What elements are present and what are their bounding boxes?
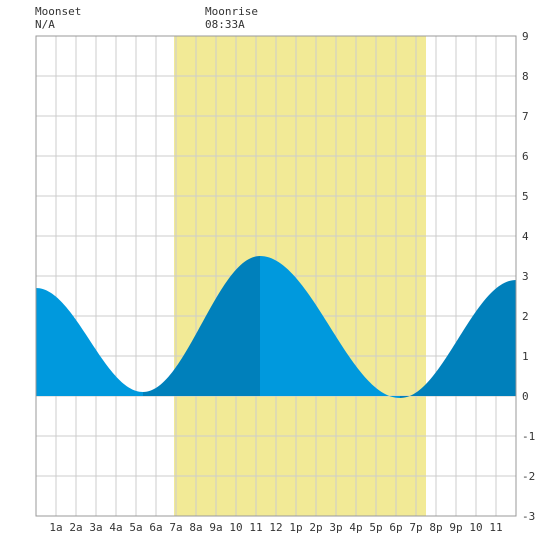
tide-falling-area xyxy=(260,256,400,398)
x-tick-label: 5a xyxy=(129,521,142,534)
plot-border xyxy=(35,35,517,517)
y-tick-label: 7 xyxy=(522,110,529,123)
tide-rising-area xyxy=(400,280,516,398)
y-tick-label: -3 xyxy=(522,510,535,523)
x-tick-label: 10 xyxy=(229,521,242,534)
x-tick-label: 8a xyxy=(189,521,202,534)
x-tick-label: 1p xyxy=(289,521,302,534)
moonset-time: N/A xyxy=(35,18,55,31)
x-tick-label: 5p xyxy=(369,521,382,534)
y-tick-label: 1 xyxy=(522,350,529,363)
x-tick-label: 10 xyxy=(469,521,482,534)
x-tick-label: 7p xyxy=(409,521,422,534)
y-tick-label: 0 xyxy=(522,390,529,403)
y-tick-label: 9 xyxy=(522,30,529,43)
moonset-label: Moonset xyxy=(35,5,82,18)
tide-layer xyxy=(36,256,516,398)
x-tick-label: 9a xyxy=(209,521,222,534)
moonset-info: Moonset N/A xyxy=(35,5,81,31)
y-tick-label: 4 xyxy=(522,230,529,243)
y-tick-label: -1 xyxy=(522,430,535,443)
x-tick-label: 3p xyxy=(329,521,342,534)
frame-layer xyxy=(35,35,517,517)
x-tick-label: 1a xyxy=(49,521,62,534)
x-tick-label: 11 xyxy=(489,521,502,534)
x-tick-label: 8p xyxy=(429,521,442,534)
x-tick-label: 2p xyxy=(309,521,322,534)
moonrise-time: 08:33A xyxy=(205,18,245,31)
tide-falling-area xyxy=(36,288,143,396)
tide-rising-area xyxy=(143,256,260,396)
x-tick-label: 4a xyxy=(109,521,122,534)
x-tick-label: 6p xyxy=(389,521,402,534)
x-tick-label: 2a xyxy=(69,521,82,534)
y-tick-label: 3 xyxy=(522,270,529,283)
moonrise-info: Moonrise 08:33A xyxy=(205,5,258,31)
x-tick-label: 3a xyxy=(89,521,102,534)
y-tick-label: 8 xyxy=(522,70,529,83)
y-tick-label: -2 xyxy=(522,470,535,483)
x-tick-label: 7a xyxy=(169,521,182,534)
y-tick-label: 2 xyxy=(522,310,529,323)
y-tick-label: 5 xyxy=(522,190,529,203)
x-tick-label: 12 xyxy=(269,521,282,534)
x-tick-label: 9p xyxy=(449,521,462,534)
y-tick-label: 6 xyxy=(522,150,529,163)
moonrise-label: Moonrise xyxy=(205,5,258,18)
x-tick-label: 6a xyxy=(149,521,162,534)
x-tick-label: 11 xyxy=(249,521,262,534)
x-tick-label: 4p xyxy=(349,521,362,534)
